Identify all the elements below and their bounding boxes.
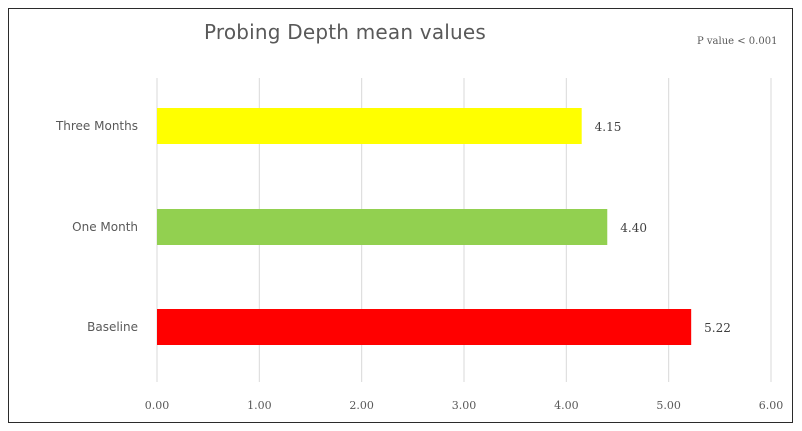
x-tick-label-3: 3.00	[452, 399, 477, 412]
data-labels: 4.15 4.40 5.22	[595, 120, 731, 335]
x-tick-label-1: 1.00	[247, 399, 272, 412]
category-label-1: One Month	[72, 220, 138, 234]
bar-baseline	[157, 309, 692, 345]
category-labels: Three Months One Month Baseline	[55, 119, 138, 334]
bars	[157, 108, 692, 345]
x-axis-tick-labels: 0.00 1.00 2.00 3.00 4.00 5.00 6.00	[145, 399, 784, 412]
x-tick-label-0: 0.00	[145, 399, 170, 412]
p-value-annotation: P value < 0.001	[697, 36, 778, 47]
bar-three-months	[157, 108, 582, 144]
bar-one-month	[157, 209, 608, 245]
data-label-0: 4.15	[595, 120, 622, 134]
x-tick-label-6: 6.00	[759, 399, 784, 412]
x-tick-label-4: 4.00	[554, 399, 579, 412]
x-tick-label-2: 2.00	[349, 399, 374, 412]
data-label-2: 5.22	[704, 321, 731, 335]
x-tick-label-5: 5.00	[656, 399, 681, 412]
data-label-1: 4.40	[620, 221, 647, 235]
chart-title: Probing Depth mean values	[203, 20, 487, 44]
category-label-0: Three Months	[55, 119, 138, 133]
category-label-2: Baseline	[87, 320, 138, 334]
